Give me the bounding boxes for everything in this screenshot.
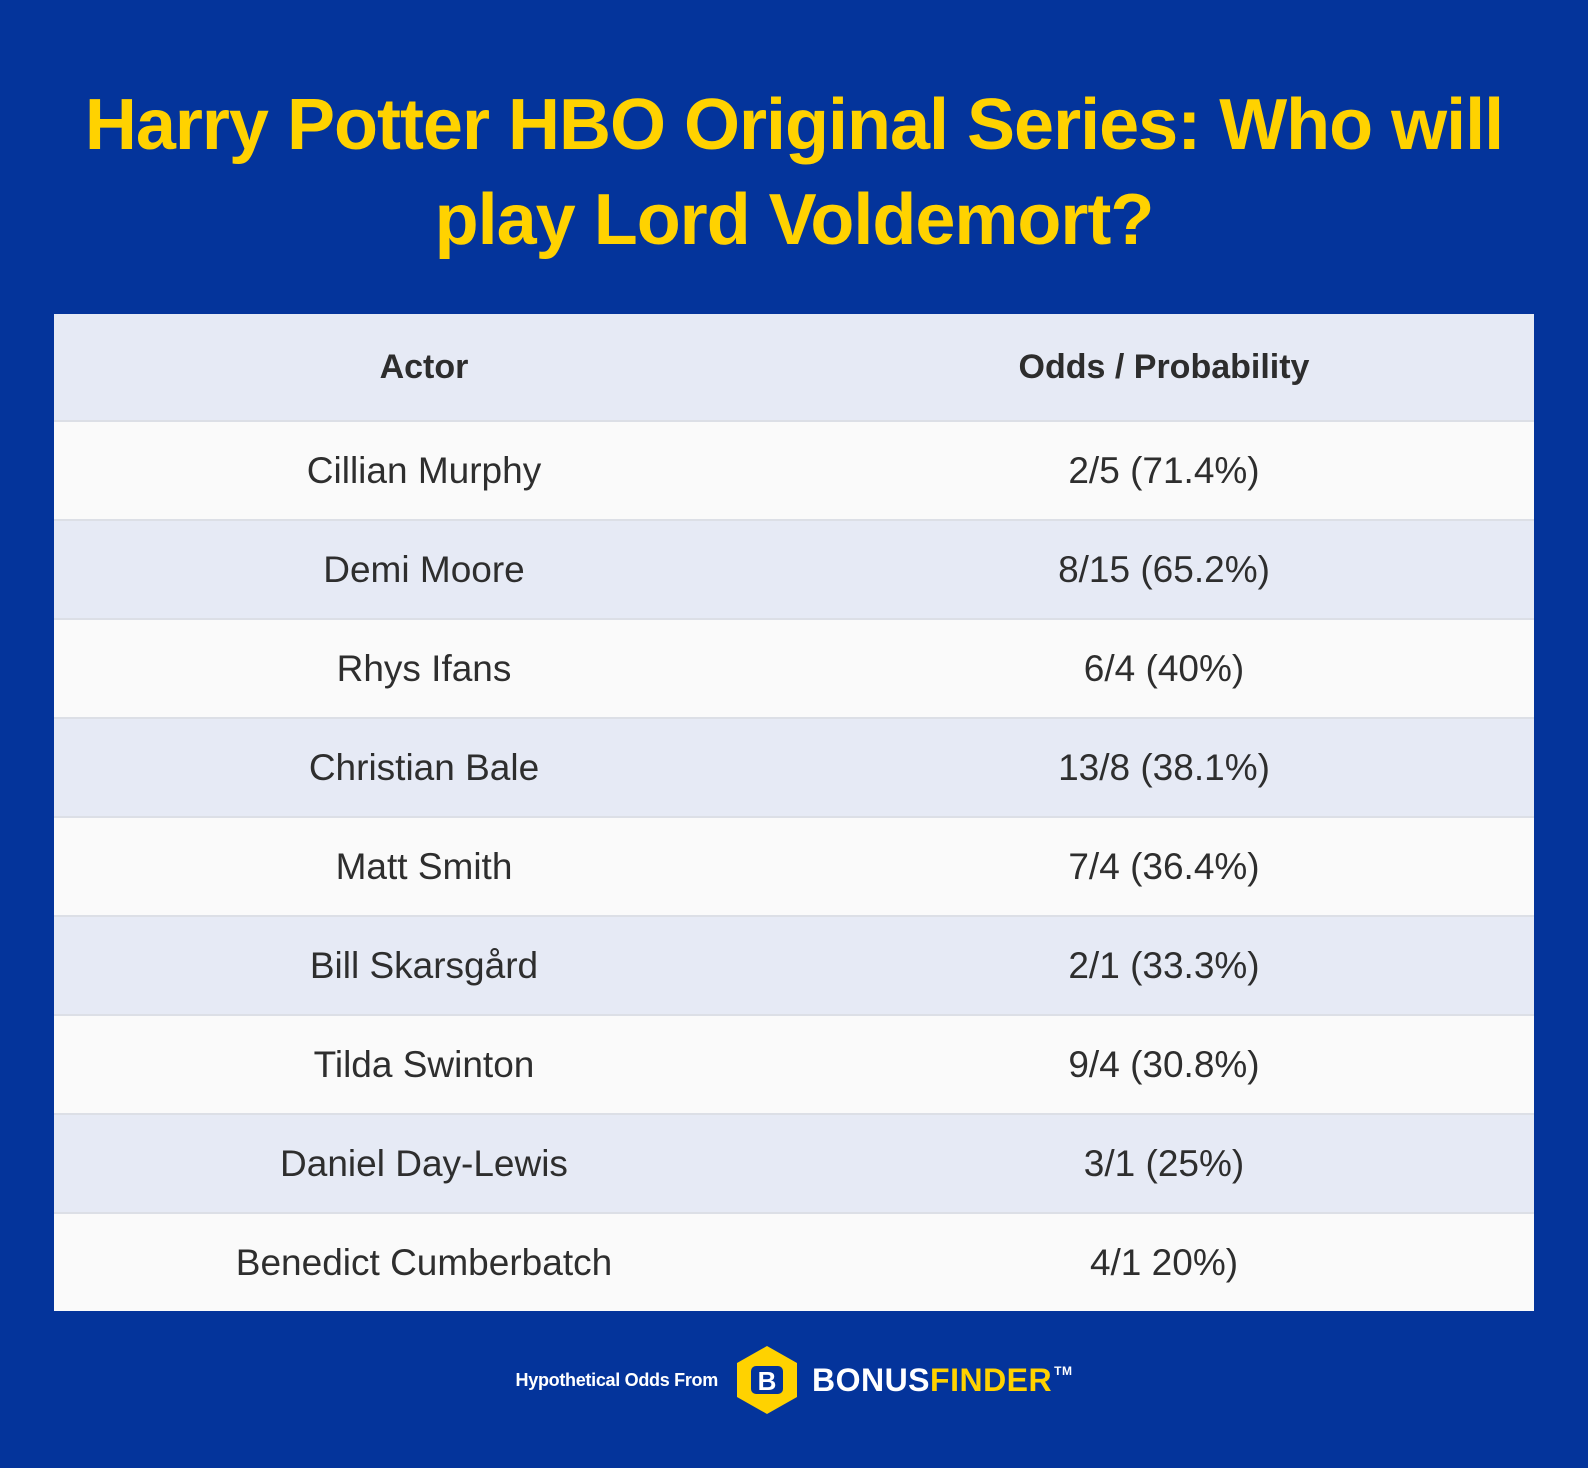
table-row: Rhys Ifans 6/4 (40%) bbox=[54, 618, 1534, 718]
trademark-symbol: TM bbox=[1054, 1363, 1073, 1378]
actor-cell: Matt Smith bbox=[54, 816, 794, 916]
odds-cell: 2/5 (71.4%) bbox=[794, 420, 1534, 520]
logo-letter: B bbox=[758, 1366, 777, 1396]
actor-cell: Bill Skarsgård bbox=[54, 915, 794, 1015]
column-header-odds: Odds / Probability bbox=[794, 314, 1534, 421]
odds-table: Actor Odds / Probability Cillian Murphy … bbox=[54, 314, 1534, 1311]
odds-cell: 13/8 (38.1%) bbox=[794, 717, 1534, 817]
brand-name-part1: BONUS bbox=[811, 1361, 931, 1398]
table-row: Tilda Swinton 9/4 (30.8%) bbox=[54, 1014, 1534, 1114]
footer: Hypothetical Odds From B BONUS FINDER TM bbox=[0, 1340, 1588, 1420]
table-row: Christian Bale 13/8 (38.1%) bbox=[54, 717, 1534, 817]
footer-source-text: Hypothetical Odds From bbox=[515, 1369, 719, 1390]
odds-cell: 7/4 (36.4%) bbox=[794, 816, 1534, 916]
table-header-row: Actor Odds / Probability bbox=[54, 314, 1534, 421]
table-row: Matt Smith 7/4 (36.4%) bbox=[54, 816, 1534, 916]
actor-cell: Demi Moore bbox=[54, 519, 794, 619]
bonusfinder-logo-icon: B bbox=[736, 1346, 797, 1414]
odds-cell: 2/1 (33.3%) bbox=[794, 915, 1534, 1015]
actor-cell: Tilda Swinton bbox=[54, 1014, 794, 1114]
actor-cell: Cillian Murphy bbox=[54, 420, 794, 520]
table-row: Demi Moore 8/15 (65.2%) bbox=[54, 519, 1534, 619]
page-title: Harry Potter HBO Original Series: Who wi… bbox=[84, 85, 1504, 260]
actor-cell: Daniel Day-Lewis bbox=[54, 1113, 794, 1213]
brand-name: BONUS FINDER TM bbox=[812, 1362, 1073, 1399]
odds-cell: 9/4 (30.8%) bbox=[794, 1014, 1534, 1114]
table-row: Cillian Murphy 2/5 (71.4%) bbox=[54, 420, 1534, 520]
brand-name-part2: FINDER bbox=[930, 1361, 1053, 1398]
table-row: Daniel Day-Lewis 3/1 (25%) bbox=[54, 1113, 1534, 1213]
actor-cell: Benedict Cumberbatch bbox=[54, 1212, 794, 1311]
odds-cell: 6/4 (40%) bbox=[794, 618, 1534, 718]
table-row: Bill Skarsgård 2/1 (33.3%) bbox=[54, 915, 1534, 1015]
odds-cell: 8/15 (65.2%) bbox=[794, 519, 1534, 619]
column-header-actor: Actor bbox=[54, 314, 794, 421]
actor-cell: Christian Bale bbox=[54, 717, 794, 817]
actor-cell: Rhys Ifans bbox=[54, 618, 794, 718]
odds-cell: 3/1 (25%) bbox=[794, 1113, 1534, 1213]
odds-cell: 4/1 20%) bbox=[794, 1212, 1534, 1311]
table-row: Benedict Cumberbatch 4/1 20%) bbox=[54, 1212, 1534, 1311]
